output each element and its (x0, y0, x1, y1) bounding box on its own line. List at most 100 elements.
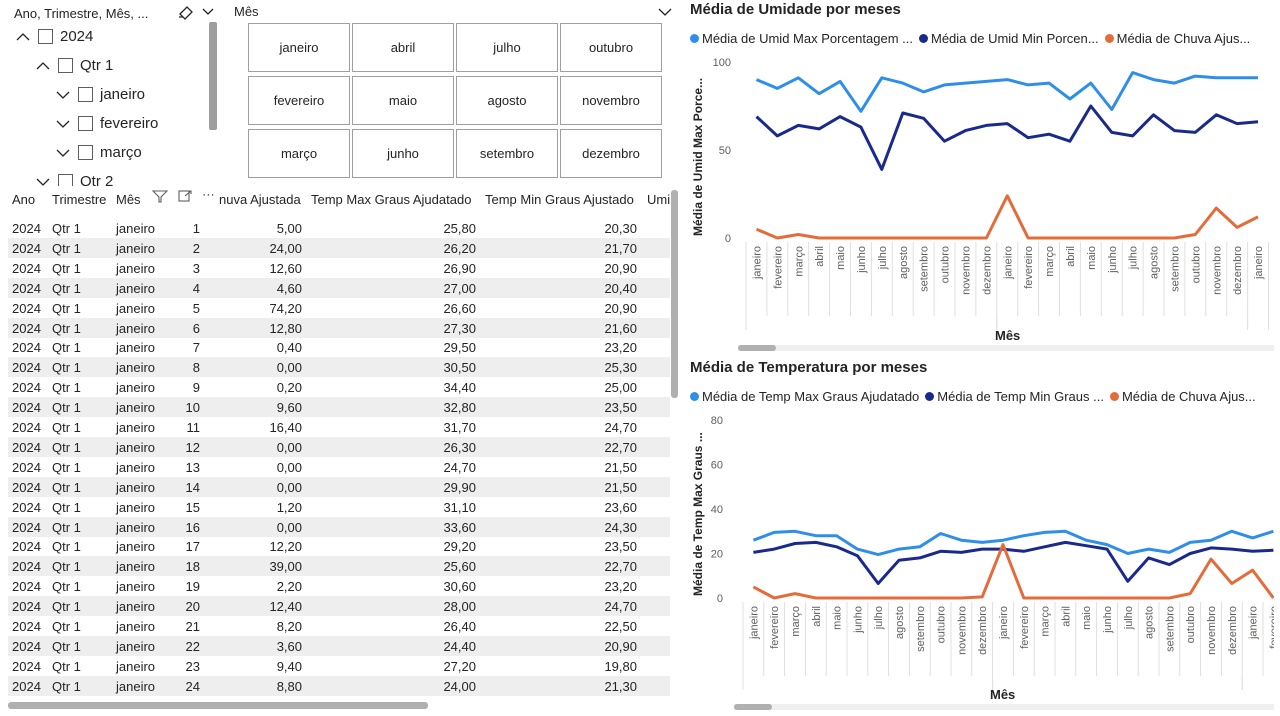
table-row[interactable]: 2024 Qtr 1 janeiro 3 12,60 26,90 20,90 (8, 258, 670, 278)
cell-dia: 3 (192, 260, 200, 276)
table-row[interactable]: 2024 Qtr 1 janeiro 1 5,00 25,80 20,30 (8, 218, 670, 238)
cell-temp-max: 26,30 (443, 439, 476, 455)
chart-humidity-scrollbar[interactable] (738, 345, 776, 351)
chevron-down-icon[interactable] (658, 6, 672, 18)
x-tick-label: julho (1128, 246, 1140, 270)
cell-temp-max: 27,00 (443, 280, 476, 296)
month-tile[interactable]: setembro (456, 129, 558, 178)
checkbox[interactable] (78, 145, 93, 160)
month-tile[interactable]: abril (352, 23, 454, 72)
month-tile[interactable]: julho (456, 23, 558, 72)
legend-item[interactable]: Média de Temp Max Graus Ajudatado (690, 389, 919, 404)
cell-temp-min: 23,20 (604, 340, 637, 356)
filter-icon[interactable] (152, 189, 168, 204)
table-row[interactable]: 2024 Qtr 1 janeiro 5 74,20 26,60 20,90 (8, 298, 670, 318)
legend-item[interactable]: Média de Temp Min Graus ... (925, 389, 1104, 404)
checkbox[interactable] (78, 116, 93, 131)
chart-humidity[interactable]: 0 50 100 janeiro fevereiro março abril maio junh… (700, 50, 1274, 330)
month-tile[interactable]: agosto (456, 76, 558, 125)
table-row[interactable]: 2024 Qtr 1 janeiro 4 4,60 27,00 20,40 (8, 277, 670, 298)
cell-trimestre: Qtr 1 (52, 221, 81, 236)
checkbox[interactable] (38, 29, 53, 44)
cell-temp-min: 20,90 (604, 260, 637, 276)
x-tick-label: dezembro (977, 606, 989, 655)
x-tick-label: dezembro (1232, 246, 1244, 295)
table-row[interactable]: 2024 Qtr 1 janeiro 19 2,20 30,60 23,20 (8, 576, 670, 596)
legend-item[interactable]: Média de Umid Min Porcen... (918, 31, 1099, 46)
table-row[interactable]: 2024 Qtr 1 janeiro 24 8,80 24,00 21,30 (8, 675, 670, 696)
tree-item-quarter[interactable]: Qtr 2 (36, 171, 206, 186)
table-row[interactable]: 2024 Qtr 1 janeiro 14 0,00 29,90 21,50 (8, 476, 670, 497)
month-tile[interactable]: junho (352, 129, 454, 178)
col-header-chuva[interactable]: nuva Ajustada (219, 192, 301, 207)
chevron-down-icon[interactable] (56, 88, 70, 102)
x-tick-label: maio (1086, 246, 1098, 270)
month-tile[interactable]: dezembro (560, 129, 662, 178)
series-line-3 (755, 194, 1259, 240)
month-tile[interactable]: outubro (560, 23, 662, 72)
cell-mes: janeiro (116, 420, 156, 435)
month-tile[interactable]: novembro (560, 76, 662, 125)
tree-scrollbar[interactable] (209, 22, 217, 130)
chevron-down-icon[interactable] (56, 146, 70, 160)
chevron-down-icon[interactable] (56, 117, 70, 131)
more-options-icon[interactable]: ⋯ (202, 187, 215, 202)
table-row[interactable]: 2024 Qtr 1 janeiro 2 24,00 26,20 21,70 (8, 237, 670, 258)
table-row[interactable]: 2024 Qtr 1 janeiro 22 3,60 24,40 20,90 (8, 635, 670, 656)
legend-item[interactable]: Média de Umid Max Porcentagem ... (690, 31, 913, 46)
chevron-up-icon[interactable] (36, 59, 50, 73)
table-row[interactable]: 2024 Qtr 1 janeiro 12 0,00 26,30 22,70 (8, 436, 670, 457)
legend-item[interactable]: Média de Chuva Ajus... (1104, 31, 1250, 46)
cell-temp-min: 22,50 (604, 619, 637, 634)
tree-item-month[interactable]: janeiro (56, 84, 206, 108)
month-tile[interactable]: maio (352, 76, 454, 125)
table-vertical-scrollbar[interactable] (671, 190, 678, 398)
col-header-temp-min[interactable]: Temp Min Graus Ajustado (485, 192, 634, 207)
cell-chuva: 8,80 (276, 678, 302, 694)
table-row[interactable]: 2024 Qtr 1 janeiro 8 0,00 30,50 25,30 (8, 357, 670, 378)
x-tick-label: setembro (1169, 246, 1181, 292)
tree-item-month[interactable]: março (56, 142, 206, 166)
table-row[interactable]: 2024 Qtr 1 janeiro 23 9,40 27,20 19,80 (8, 656, 670, 676)
table-row[interactable]: 2024 Qtr 1 janeiro 18 39,00 25,60 22,70 (8, 556, 670, 577)
table-row[interactable]: 2024 Qtr 1 janeiro 10 9,60 32,80 23,50 (8, 397, 670, 418)
table-row[interactable]: 2024 Qtr 1 janeiro 13 0,00 24,70 21,50 (8, 457, 670, 477)
tree-item-month[interactable]: fevereiro (56, 113, 206, 137)
col-header-umid[interactable]: Umi (647, 192, 671, 207)
chevron-up-icon[interactable] (16, 30, 30, 44)
col-header-ano[interactable]: Ano (12, 192, 36, 207)
legend-item[interactable]: Média de Chuva Ajus... (1109, 389, 1256, 404)
cell-trimestre: Qtr 1 (52, 260, 81, 276)
month-tile[interactable]: janeiro (248, 23, 350, 72)
cell-mes: janeiro (116, 599, 156, 615)
col-header-mes[interactable]: Mês (116, 192, 141, 207)
cell-dia: 18 (185, 559, 200, 575)
chart-temperature-scrollbar[interactable] (734, 704, 772, 710)
chevron-down-icon[interactable] (202, 7, 214, 17)
table-horizontal-scrollbar[interactable] (8, 702, 428, 709)
table-row[interactable]: 2024 Qtr 1 janeiro 15 1,20 31,10 23,60 (8, 497, 670, 517)
legend-label: Média de Temp Min Graus ... (937, 389, 1104, 404)
eraser-icon[interactable] (177, 4, 195, 20)
col-header-trimestre[interactable]: Trimestre (52, 192, 107, 207)
table-row[interactable]: 2024 Qtr 1 janeiro 11 16,40 31,70 24,70 (8, 417, 670, 437)
table-row[interactable]: 2024 Qtr 1 janeiro 17 12,20 29,20 23,50 (8, 536, 670, 556)
checkbox[interactable] (58, 174, 73, 186)
chevron-down-icon[interactable] (36, 175, 50, 186)
month-tile[interactable]: fevereiro (248, 76, 350, 125)
tree-item-quarter[interactable]: Qtr 1 (36, 55, 206, 79)
table-row[interactable]: 2024 Qtr 1 janeiro 6 12,80 27,30 21,60 (8, 317, 670, 338)
focus-mode-icon[interactable] (178, 190, 193, 203)
table-row[interactable]: 2024 Qtr 1 janeiro 7 0,40 29,50 23,20 (8, 337, 670, 357)
table-row[interactable]: 2024 Qtr 1 janeiro 20 12,40 28,00 24,70 (8, 596, 670, 617)
checkbox[interactable] (58, 58, 73, 73)
table-row[interactable]: 2024 Qtr 1 janeiro 16 0,00 33,60 24,30 (8, 516, 670, 537)
table-row[interactable]: 2024 Qtr 1 janeiro 9 0,20 34,40 25,00 (8, 377, 670, 397)
table-row[interactable]: 2024 Qtr 1 janeiro 21 8,20 26,40 22,50 (8, 616, 670, 636)
month-tile[interactable]: março (248, 129, 350, 178)
tree-item-year[interactable]: 2024 (16, 26, 206, 50)
checkbox[interactable] (78, 87, 93, 102)
cell-temp-min: 24,70 (604, 599, 637, 615)
col-header-temp-max[interactable]: Temp Max Graus Ajudatado (311, 192, 472, 207)
